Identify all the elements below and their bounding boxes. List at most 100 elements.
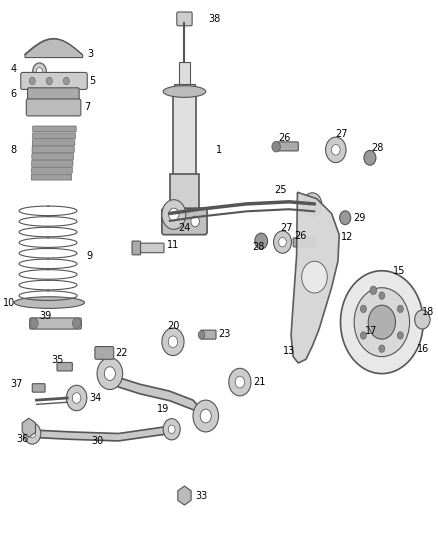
- Ellipse shape: [14, 297, 85, 309]
- FancyBboxPatch shape: [32, 384, 45, 392]
- FancyBboxPatch shape: [132, 241, 141, 255]
- FancyBboxPatch shape: [32, 154, 74, 159]
- FancyBboxPatch shape: [26, 99, 81, 116]
- Bar: [173, 93, 196, 176]
- FancyBboxPatch shape: [32, 147, 74, 152]
- Text: 38: 38: [208, 14, 220, 24]
- FancyBboxPatch shape: [21, 72, 87, 90]
- Text: 8: 8: [10, 145, 16, 155]
- Circle shape: [308, 200, 316, 209]
- FancyBboxPatch shape: [134, 243, 164, 253]
- Circle shape: [36, 68, 42, 75]
- Text: 20: 20: [167, 321, 179, 331]
- Circle shape: [200, 409, 211, 423]
- Circle shape: [29, 429, 35, 438]
- Circle shape: [229, 368, 251, 396]
- Text: 13: 13: [283, 346, 295, 357]
- FancyBboxPatch shape: [177, 12, 192, 26]
- Circle shape: [303, 193, 322, 216]
- Text: 34: 34: [89, 393, 102, 403]
- Text: 24: 24: [178, 223, 191, 233]
- Text: 1: 1: [216, 145, 223, 155]
- Circle shape: [198, 330, 205, 339]
- Circle shape: [72, 393, 81, 403]
- Circle shape: [97, 358, 123, 390]
- Circle shape: [235, 376, 244, 388]
- Text: 5: 5: [89, 76, 95, 86]
- FancyBboxPatch shape: [57, 362, 72, 371]
- Circle shape: [379, 345, 385, 352]
- Text: 16: 16: [417, 344, 429, 354]
- Text: 28: 28: [253, 243, 265, 253]
- Circle shape: [360, 305, 366, 313]
- Text: 37: 37: [10, 379, 22, 389]
- Circle shape: [339, 211, 351, 224]
- Circle shape: [379, 292, 385, 300]
- Circle shape: [168, 425, 175, 433]
- Circle shape: [33, 63, 46, 80]
- FancyBboxPatch shape: [275, 142, 298, 151]
- Text: 33: 33: [195, 490, 207, 500]
- Circle shape: [67, 385, 87, 411]
- Circle shape: [360, 332, 366, 339]
- Circle shape: [64, 77, 69, 85]
- Circle shape: [325, 137, 346, 163]
- Circle shape: [354, 288, 410, 357]
- Circle shape: [193, 400, 219, 432]
- FancyBboxPatch shape: [28, 88, 79, 101]
- Circle shape: [169, 208, 179, 221]
- Circle shape: [162, 200, 186, 229]
- Text: 7: 7: [84, 102, 91, 112]
- Text: 27: 27: [335, 129, 347, 139]
- Text: 6: 6: [10, 89, 16, 99]
- Text: 12: 12: [341, 232, 353, 243]
- Circle shape: [272, 141, 280, 152]
- FancyBboxPatch shape: [32, 160, 73, 166]
- Text: 29: 29: [353, 213, 365, 223]
- Circle shape: [168, 336, 178, 348]
- FancyBboxPatch shape: [33, 126, 76, 132]
- Bar: [179, 62, 190, 86]
- Text: 3: 3: [88, 50, 94, 59]
- Text: 26: 26: [278, 133, 291, 143]
- Text: 28: 28: [371, 143, 383, 153]
- Text: 9: 9: [86, 251, 92, 261]
- Circle shape: [29, 77, 35, 85]
- FancyBboxPatch shape: [32, 167, 72, 173]
- Text: 22: 22: [115, 348, 127, 358]
- FancyBboxPatch shape: [32, 140, 75, 146]
- Text: 26: 26: [294, 231, 307, 241]
- FancyBboxPatch shape: [30, 318, 81, 329]
- Circle shape: [302, 261, 327, 293]
- Circle shape: [340, 271, 423, 374]
- Circle shape: [332, 144, 340, 155]
- FancyBboxPatch shape: [162, 208, 207, 235]
- FancyBboxPatch shape: [293, 238, 315, 247]
- Circle shape: [364, 150, 376, 165]
- FancyBboxPatch shape: [31, 174, 72, 180]
- Text: 15: 15: [393, 266, 405, 276]
- Text: 23: 23: [218, 329, 230, 340]
- Circle shape: [397, 332, 403, 339]
- Circle shape: [163, 419, 180, 440]
- Circle shape: [104, 367, 115, 381]
- FancyBboxPatch shape: [32, 133, 75, 139]
- Circle shape: [415, 310, 430, 329]
- Polygon shape: [106, 374, 207, 425]
- Circle shape: [274, 231, 291, 253]
- Text: 36: 36: [16, 434, 28, 444]
- Text: 11: 11: [167, 240, 180, 251]
- Text: 10: 10: [3, 297, 15, 308]
- FancyBboxPatch shape: [201, 330, 216, 339]
- Text: 17: 17: [365, 326, 377, 336]
- Circle shape: [30, 318, 38, 328]
- Circle shape: [72, 318, 81, 328]
- Circle shape: [370, 286, 377, 295]
- Text: 39: 39: [39, 311, 51, 321]
- Text: 25: 25: [274, 184, 286, 195]
- Text: 27: 27: [280, 223, 293, 233]
- Text: 21: 21: [253, 377, 265, 387]
- Circle shape: [24, 423, 41, 444]
- Circle shape: [46, 77, 52, 85]
- Circle shape: [162, 328, 184, 356]
